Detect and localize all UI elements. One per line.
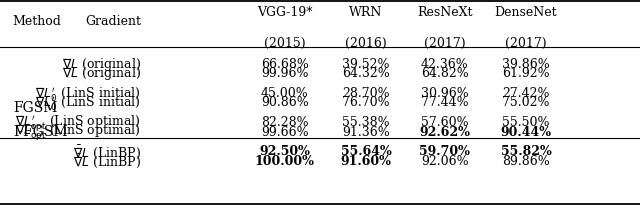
Text: 61.92%: 61.92% bbox=[502, 67, 550, 80]
Text: 66.68%: 66.68% bbox=[261, 58, 308, 71]
Text: WRN: WRN bbox=[349, 6, 383, 19]
Text: 27.42%: 27.42% bbox=[502, 87, 550, 100]
Text: FGSM: FGSM bbox=[13, 101, 57, 115]
Text: $\nabla L$ (original): $\nabla L$ (original) bbox=[61, 65, 141, 82]
Text: 99.96%: 99.96% bbox=[261, 67, 308, 80]
Text: 99.66%: 99.66% bbox=[261, 126, 308, 139]
Text: 92.62%: 92.62% bbox=[419, 126, 470, 139]
Text: 64.82%: 64.82% bbox=[421, 67, 468, 80]
Text: 55.82%: 55.82% bbox=[500, 145, 552, 158]
Text: (2017): (2017) bbox=[505, 37, 547, 50]
Text: (2016): (2016) bbox=[345, 37, 387, 50]
Text: $\nabla L_0'$ (LinS initial): $\nabla L_0'$ (LinS initial) bbox=[35, 94, 141, 112]
Text: 39.52%: 39.52% bbox=[342, 58, 390, 71]
Text: 55.64%: 55.64% bbox=[340, 145, 392, 158]
Text: 92.06%: 92.06% bbox=[421, 155, 468, 168]
Text: (2017): (2017) bbox=[424, 37, 466, 50]
Text: 100.00%: 100.00% bbox=[255, 155, 315, 168]
Text: 55.50%: 55.50% bbox=[502, 116, 550, 129]
Text: 45.00%: 45.00% bbox=[261, 87, 308, 100]
Text: 92.50%: 92.50% bbox=[259, 145, 310, 158]
Text: 30.96%: 30.96% bbox=[421, 87, 468, 100]
Text: 89.86%: 89.86% bbox=[502, 155, 550, 168]
Text: 90.44%: 90.44% bbox=[500, 126, 552, 139]
Text: $\nabla L_{\mathrm{opt}}'$ (LinS optimal): $\nabla L_{\mathrm{opt}}'$ (LinS optimal… bbox=[15, 122, 141, 142]
Text: $\nabla L$ (original): $\nabla L$ (original) bbox=[61, 56, 141, 73]
Text: Method: Method bbox=[13, 15, 61, 28]
Text: 77.44%: 77.44% bbox=[421, 97, 468, 109]
Text: $\bar{\nabla} L$ (LinBP): $\bar{\nabla} L$ (LinBP) bbox=[73, 143, 141, 161]
Text: $\nabla L_0'$ (LinS initial): $\nabla L_0'$ (LinS initial) bbox=[35, 85, 141, 103]
Text: 42.36%: 42.36% bbox=[421, 58, 468, 71]
Text: 55.38%: 55.38% bbox=[342, 116, 390, 129]
Text: 82.28%: 82.28% bbox=[261, 116, 308, 129]
Text: 28.70%: 28.70% bbox=[342, 87, 390, 100]
Text: VGG-19*: VGG-19* bbox=[257, 6, 312, 19]
Text: 90.86%: 90.86% bbox=[261, 97, 308, 109]
Text: I-FGSM: I-FGSM bbox=[13, 125, 67, 139]
Text: 91.60%: 91.60% bbox=[340, 155, 392, 168]
Text: 59.70%: 59.70% bbox=[419, 145, 470, 158]
Text: 75.02%: 75.02% bbox=[502, 97, 550, 109]
Text: $\bar{\nabla} L$ (LinBP): $\bar{\nabla} L$ (LinBP) bbox=[73, 152, 141, 170]
Text: 76.70%: 76.70% bbox=[342, 97, 390, 109]
Text: $\nabla L_{\mathrm{opt}}'$ (LinS optimal): $\nabla L_{\mathrm{opt}}'$ (LinS optimal… bbox=[15, 113, 141, 133]
Text: (2015): (2015) bbox=[264, 37, 306, 50]
Text: 57.60%: 57.60% bbox=[421, 116, 468, 129]
Text: 91.36%: 91.36% bbox=[342, 126, 390, 139]
Text: 39.86%: 39.86% bbox=[502, 58, 550, 71]
Text: 64.32%: 64.32% bbox=[342, 67, 390, 80]
Text: DenseNet: DenseNet bbox=[495, 6, 557, 19]
Text: ResNeXt: ResNeXt bbox=[417, 6, 472, 19]
Text: Gradient: Gradient bbox=[85, 15, 141, 28]
